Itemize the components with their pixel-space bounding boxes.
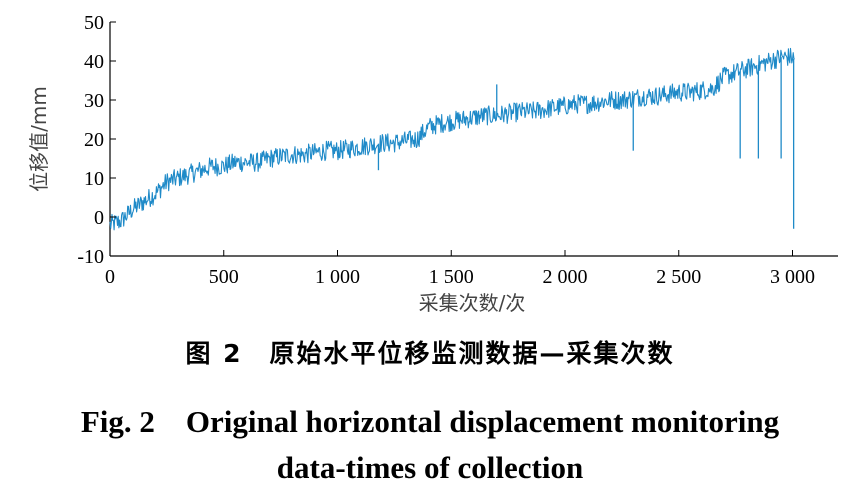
- figure-caption-chinese: 图 2 原始水平位移监测数据—采集次数: [185, 339, 675, 368]
- x-tick-label: 1 500: [429, 266, 474, 288]
- chart-ticks: 0 500 1 000 1 500 2 000 2 500 3 000-1001020304…: [77, 12, 815, 288]
- chart-series: [109, 47, 795, 231]
- x-tick-label: 0: [105, 266, 115, 288]
- y-tick-label: 10: [84, 168, 104, 190]
- x-tick-label: 500: [209, 266, 239, 288]
- figure-caption-english-line1: Fig. 2 Original horizontal displacement …: [80, 404, 780, 439]
- figure-caption-english-line2: data-times of collection: [276, 450, 584, 485]
- x-tick-label: 1 000: [315, 266, 360, 288]
- y-tick-label: 20: [84, 129, 104, 151]
- x-axis-label: 采集次数/次: [419, 291, 526, 315]
- y-axis-label: 位移值/mm: [27, 86, 51, 192]
- y-tick-label: 50: [84, 12, 104, 34]
- y-tick-label: 40: [84, 51, 104, 73]
- displacement-series-line: [109, 47, 795, 231]
- x-tick-label: 2 000: [543, 266, 588, 288]
- y-tick-label: 30: [84, 90, 104, 112]
- chart-axes: [109, 22, 838, 257]
- x-tick-label: 2 500: [656, 266, 701, 288]
- x-tick-label: 3 000: [770, 266, 815, 288]
- y-tick-label: -10: [77, 246, 104, 268]
- y-tick-label: 0: [94, 207, 104, 229]
- line-chart: 0 500 1 000 1 500 2 000 2 500 3 000-1001020304…: [27, 12, 838, 315]
